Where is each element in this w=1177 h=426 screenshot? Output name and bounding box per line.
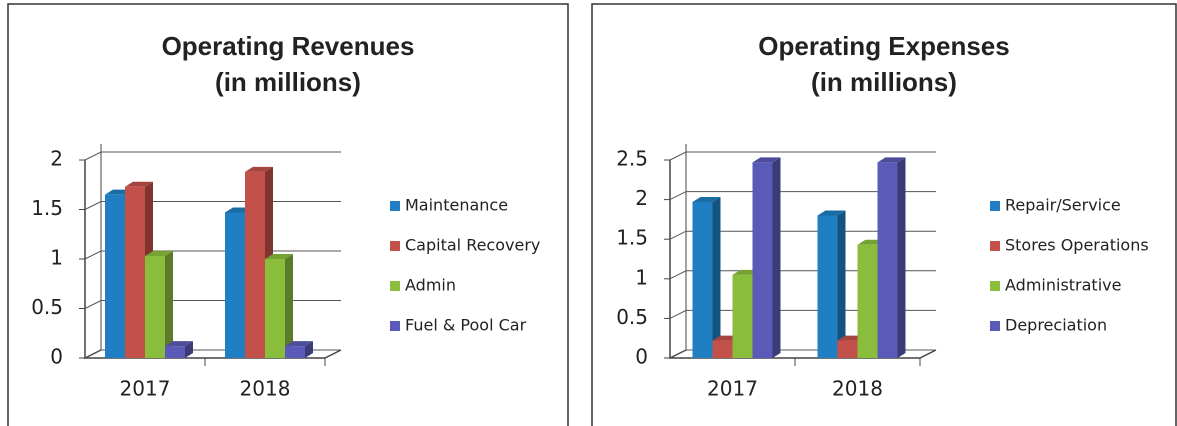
y-tick-label: 1.5 xyxy=(616,226,648,250)
bar-top xyxy=(877,157,906,163)
legend-label: Repair/Service xyxy=(1005,196,1121,215)
legend-swatch xyxy=(390,201,400,211)
bar xyxy=(285,346,305,358)
legend-label: Maintenance xyxy=(405,196,508,215)
bar-side xyxy=(165,251,173,358)
chart-frame xyxy=(7,3,569,426)
grid-line xyxy=(669,151,936,161)
bar xyxy=(752,162,773,358)
grid-line xyxy=(84,151,341,161)
bar xyxy=(225,212,245,358)
grid-line xyxy=(669,309,936,319)
y-tick-label: 1.5 xyxy=(31,196,63,220)
bar xyxy=(125,186,145,358)
legend-swatch xyxy=(390,281,400,291)
y-tick-label: 0.5 xyxy=(616,305,648,329)
legend-swatch xyxy=(390,321,400,331)
grid-line xyxy=(669,230,936,240)
bar-top xyxy=(145,251,173,257)
bar-top xyxy=(245,166,273,172)
bar xyxy=(837,340,858,358)
legend-label: Administrative xyxy=(1005,276,1121,295)
legend-swatch xyxy=(990,281,1000,291)
bar-top xyxy=(165,341,193,347)
x-tick-label: 2018 xyxy=(832,377,883,401)
legend-label: Fuel & Pool Car xyxy=(405,316,527,335)
chart-subtitle: (in millions) xyxy=(811,67,957,97)
grid-line xyxy=(669,270,936,280)
bar-side xyxy=(712,196,721,358)
y-tick-label: 1 xyxy=(50,246,63,270)
bar xyxy=(712,340,733,358)
bar-top xyxy=(265,254,293,259)
y-tick-label: 0.5 xyxy=(31,295,63,319)
legend-swatch xyxy=(990,241,1000,251)
legend-swatch xyxy=(390,241,400,251)
bar xyxy=(817,215,838,358)
x-tick-label: 2018 xyxy=(240,377,291,401)
legend-swatch xyxy=(990,321,1000,331)
bar-side xyxy=(185,341,193,358)
bar-side xyxy=(897,157,906,358)
y-tick-label: 2.5 xyxy=(616,147,648,171)
legend-swatch xyxy=(990,201,1000,211)
chart-title: Operating Revenues xyxy=(162,31,415,61)
bar xyxy=(265,259,285,358)
legend-label: Stores Operations xyxy=(1005,236,1149,255)
y-tick-label: 0 xyxy=(50,345,63,369)
bar-top xyxy=(752,157,781,163)
y-tick-label: 1 xyxy=(635,265,648,289)
bar xyxy=(692,201,713,358)
bar xyxy=(877,162,898,358)
legend-label: Depreciation xyxy=(1005,316,1107,335)
x-tick-label: 2017 xyxy=(707,377,758,401)
bar xyxy=(165,346,185,358)
bar-top xyxy=(692,196,721,202)
bar-side xyxy=(305,341,313,358)
bar xyxy=(857,244,878,358)
bar-top xyxy=(285,341,313,347)
legend-label: Admin xyxy=(405,276,456,295)
y-tick-label: 2 xyxy=(635,186,648,210)
chart-frame xyxy=(591,3,1177,426)
bar-side xyxy=(772,157,781,358)
bar xyxy=(145,256,165,358)
y-tick-label: 0 xyxy=(635,345,648,369)
bar-side xyxy=(285,254,293,358)
bar xyxy=(105,194,125,358)
bar xyxy=(245,171,265,358)
bar-top xyxy=(125,181,153,187)
chart-subtitle: (in millions) xyxy=(215,67,361,97)
y-tick-label: 2 xyxy=(50,147,63,171)
legend-label: Capital Recovery xyxy=(405,236,540,255)
chart-title: Operating Expenses xyxy=(758,31,1009,61)
x-tick-label: 2017 xyxy=(120,377,171,401)
bar xyxy=(732,274,753,358)
bar-top xyxy=(817,210,846,216)
bar-side xyxy=(837,210,846,358)
grid-line xyxy=(669,191,936,201)
